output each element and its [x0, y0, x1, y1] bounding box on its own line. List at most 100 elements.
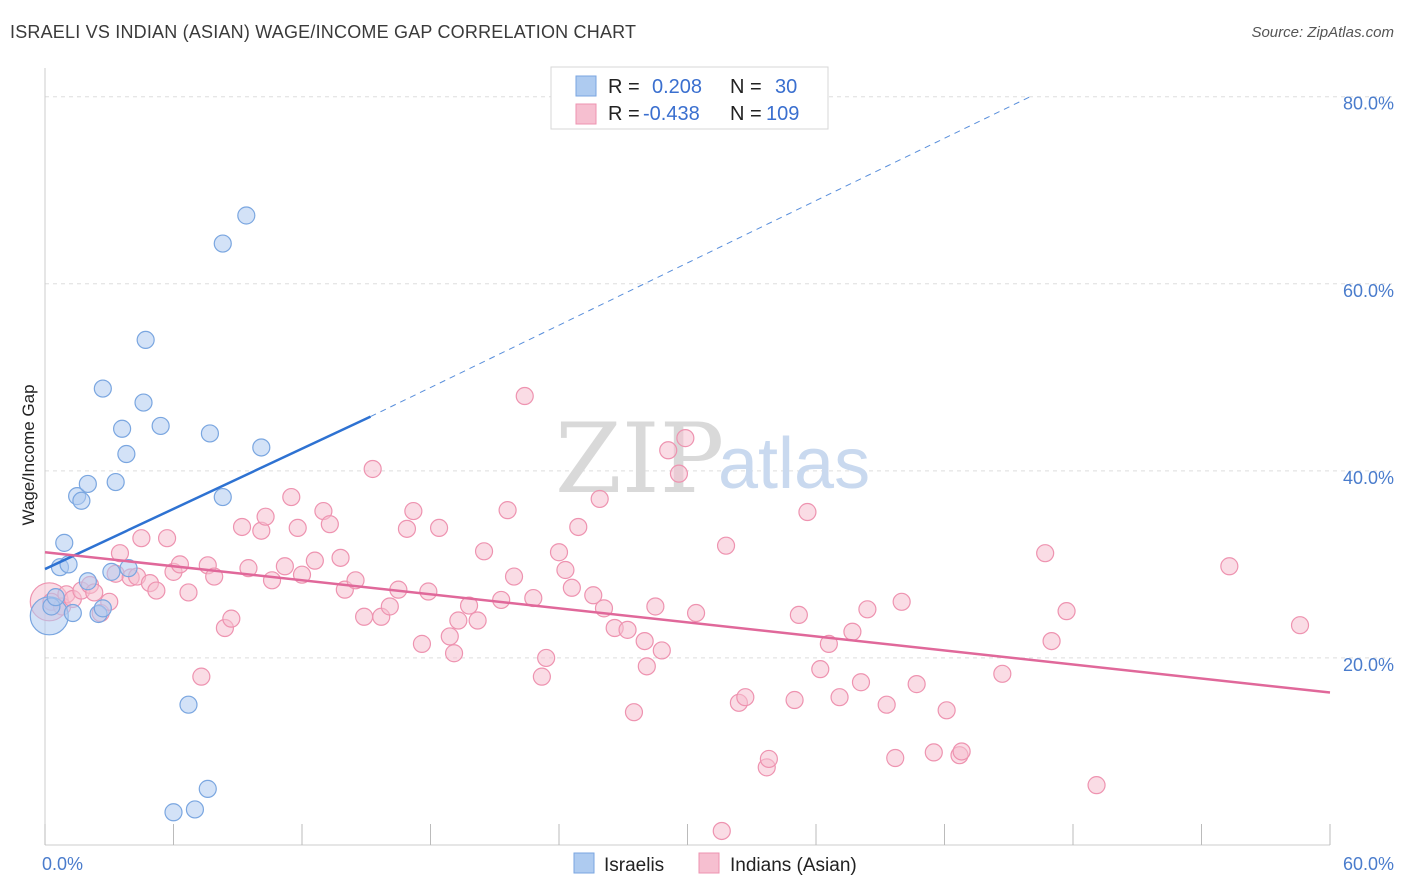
indians-point-72 — [624, 703, 644, 722]
legend-n-value-indians: 109 — [766, 103, 799, 125]
indians-point-73 — [635, 631, 654, 651]
indians-point-71 — [618, 620, 637, 639]
indians-point-47 — [412, 634, 432, 653]
indians-point-40 — [355, 607, 374, 626]
israelis-point-14 — [106, 472, 125, 492]
indians-point-86 — [759, 749, 778, 769]
indians-point-103 — [952, 742, 971, 761]
trend-israelis — [44, 415, 372, 571]
indians-point-94 — [851, 673, 871, 692]
israelis-point-7 — [72, 491, 91, 510]
legend-r-value-israelis: 0.208 — [652, 76, 702, 98]
indians-point-15 — [147, 581, 166, 600]
indians-point-80 — [686, 603, 706, 623]
x-tick-labels: 0.0% 60.0% — [42, 854, 1394, 874]
israelis-point-1 — [46, 588, 65, 607]
indians-point-90 — [811, 660, 830, 679]
indians-point-20 — [192, 667, 211, 686]
legend-swatch-indians — [575, 103, 597, 125]
y-tick-label-3: 80.0% — [1343, 94, 1394, 114]
y-tick-labels: 20.0% 40.0% 60.0% 80.0% — [1343, 94, 1394, 675]
chart-title: ISRAELI VS INDIAN (ASIAN) WAGE/INCOME GA… — [10, 22, 637, 42]
indians-point-51 — [444, 644, 464, 663]
indians-point-45 — [397, 519, 417, 538]
israelis-point-21 — [164, 803, 183, 822]
indians-point-89 — [798, 502, 817, 522]
bottom-legend-swatch-indians — [698, 852, 720, 874]
israelis-point-22 — [179, 695, 198, 714]
indians-point-34 — [305, 551, 324, 570]
x-tick-label-1: 60.0% — [1343, 854, 1394, 874]
watermark-zip: ZIP — [555, 403, 724, 515]
indians-point-77 — [659, 441, 678, 460]
indians-point-96 — [877, 695, 896, 714]
indians-point-29 — [262, 571, 282, 590]
indians-point-16 — [157, 529, 177, 548]
indians-point-95 — [858, 600, 877, 619]
indians-point-58 — [504, 567, 524, 586]
israelis-point-3 — [55, 533, 74, 552]
indians-point-75 — [646, 597, 665, 616]
israelis-point-24 — [198, 779, 217, 798]
indians-point-57 — [498, 501, 517, 520]
legend-swatch-israelis — [575, 75, 597, 97]
y-tick-label-0: 20.0% — [1343, 655, 1394, 675]
watermark-atlas: atlas — [718, 424, 870, 504]
israelis-point-5 — [63, 603, 82, 623]
indians-point-87 — [785, 690, 804, 710]
indians-point-31 — [282, 487, 301, 507]
israelis-point-15 — [112, 419, 132, 438]
israelis-point-20 — [151, 416, 170, 436]
indians-point-78 — [669, 464, 689, 483]
indians-point-82 — [716, 536, 736, 555]
indians-point-25 — [232, 517, 252, 537]
indians-point-13 — [132, 529, 151, 548]
indians-point-32 — [288, 518, 307, 538]
indians-point-105 — [1036, 544, 1055, 563]
trend-lines — [44, 96, 1331, 694]
indians-point-79 — [676, 429, 695, 448]
legend-box: R = 0.208 N = 30 R = -0.438 N = 109 — [550, 66, 829, 130]
indians-point-54 — [468, 611, 487, 630]
indians-point-109 — [1220, 557, 1239, 576]
legend-r-label-israelis: R = — [608, 76, 640, 98]
indians-point-91 — [819, 634, 838, 653]
indians-point-65 — [562, 578, 581, 597]
series-israelis-points — [29, 206, 271, 822]
trend-israelis-extension — [370, 96, 1031, 418]
indians-point-28 — [256, 507, 275, 526]
watermark: ZIP atlas — [555, 403, 870, 515]
israelis-point-9 — [78, 572, 97, 591]
indians-point-104 — [993, 664, 1012, 683]
indians-point-107 — [1057, 602, 1076, 621]
israelis-point-11 — [93, 599, 112, 618]
bottom-legend-swatch-israelis — [573, 852, 595, 874]
indians-point-97 — [886, 748, 905, 768]
indians-point-49 — [429, 518, 449, 538]
indians-point-84 — [736, 688, 755, 707]
y-tick-label-2: 60.0% — [1343, 281, 1394, 301]
indians-point-36 — [320, 515, 339, 534]
indians-point-41 — [363, 459, 382, 479]
axes — [44, 68, 1331, 846]
indians-point-26 — [239, 559, 258, 578]
legend-r-label-indians: R = — [608, 103, 640, 125]
indians-point-19 — [179, 583, 198, 602]
israelis-point-17 — [119, 559, 138, 578]
indians-point-101 — [937, 701, 956, 720]
indians-point-64 — [556, 560, 575, 580]
indians-point-74 — [637, 657, 656, 676]
indians-point-92 — [830, 688, 849, 707]
indians-point-93 — [843, 622, 862, 641]
y-axis-title: Wage/Income Gap — [19, 384, 38, 525]
indians-point-46 — [404, 501, 423, 521]
series-indians-points — [29, 386, 1310, 841]
indians-point-106 — [1042, 631, 1061, 651]
trend-indians — [44, 550, 1331, 694]
indians-point-62 — [537, 648, 556, 668]
indians-point-98 — [892, 592, 911, 611]
x-tick-label-0: 0.0% — [42, 854, 83, 874]
israelis-point-19 — [136, 330, 155, 350]
israelis-point-13 — [102, 562, 121, 581]
